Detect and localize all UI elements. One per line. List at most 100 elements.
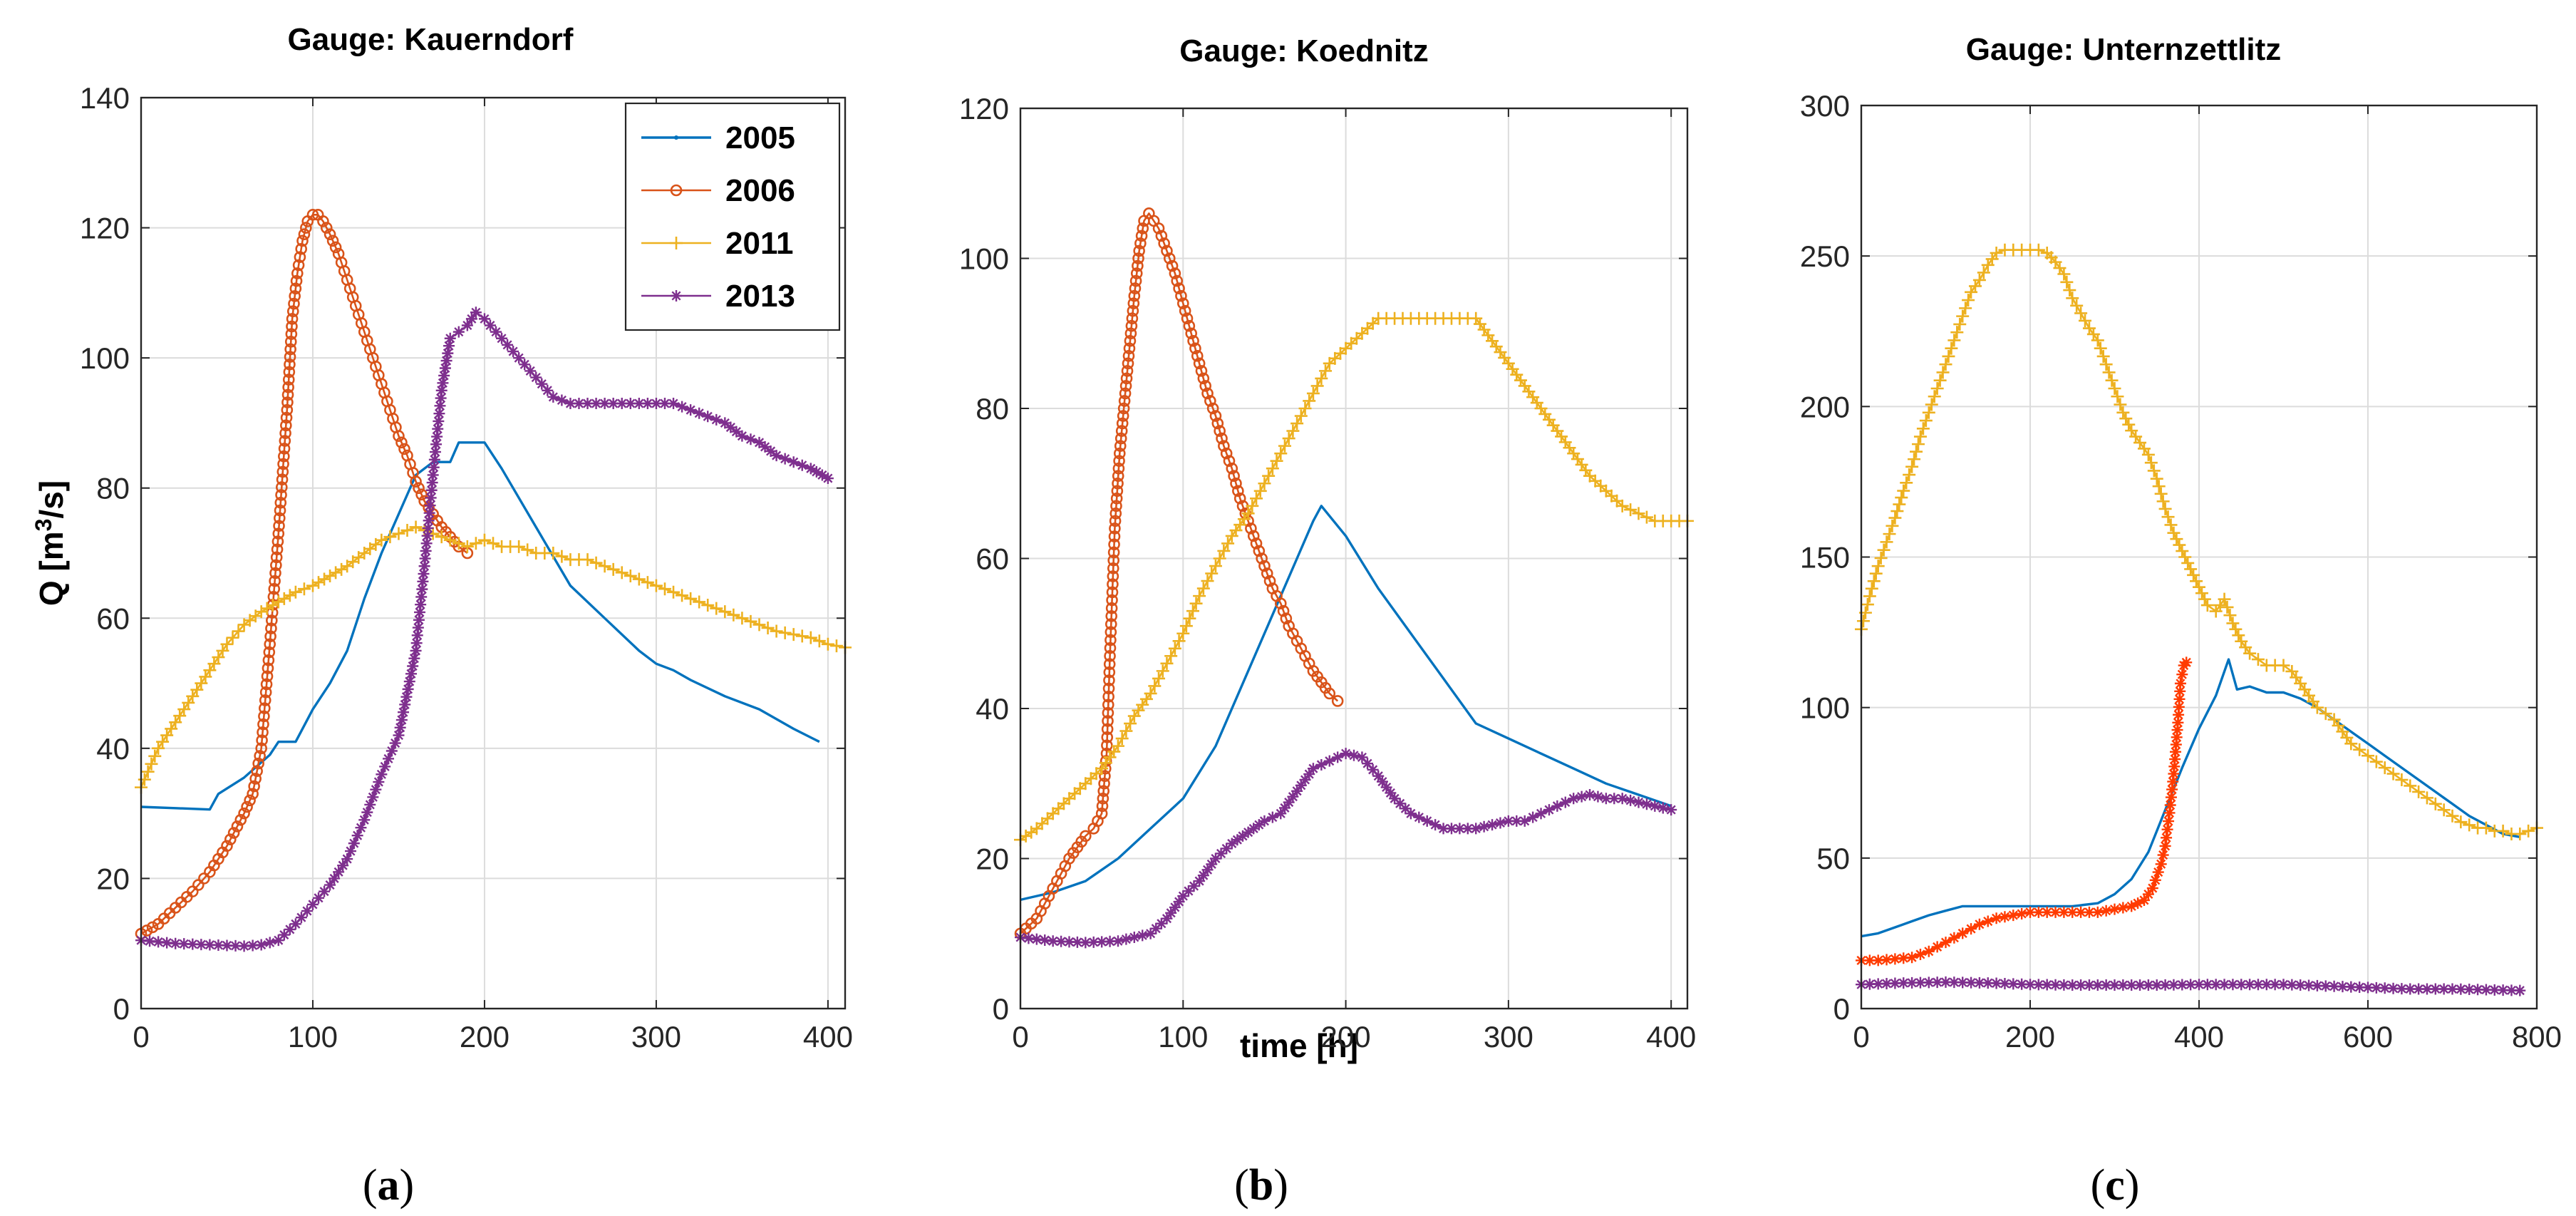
marker-2006: [257, 726, 269, 738]
marker-2013: [407, 660, 419, 672]
marker-2011: [1856, 614, 1870, 628]
marker-2011: [152, 741, 165, 755]
y-tick-label: 150: [1800, 541, 1850, 574]
marker-2006: [1114, 432, 1127, 445]
marker-2006: [1111, 485, 1124, 498]
marker-2006: [1206, 402, 1219, 415]
marker-2006: [1118, 395, 1131, 407]
marker-2006: [2032, 906, 2044, 918]
y-tick-label: 20: [96, 862, 130, 895]
marker-2013: [2379, 982, 2391, 994]
marker-2006: [410, 475, 422, 488]
legend-entry-2006: 2006: [641, 173, 795, 208]
marker-2006: [1204, 395, 1216, 407]
marker-2013: [1177, 890, 1189, 902]
marker-2006: [1226, 462, 1238, 475]
marker-2013: [1535, 808, 1547, 820]
marker-2013: [547, 391, 559, 403]
marker-2006: [277, 458, 289, 470]
marker-2013: [1128, 932, 1140, 944]
marker-2006: [278, 443, 291, 455]
marker-2006: [1107, 570, 1119, 582]
marker-2013: [418, 560, 430, 572]
marker-2006: [244, 794, 256, 807]
marker-2006: [291, 267, 304, 279]
marker-2013: [204, 939, 216, 951]
marker-2006: [1965, 923, 1977, 935]
marker-2011: [1310, 379, 1324, 393]
marker-2011: [710, 602, 723, 615]
marker-2013: [2252, 979, 2264, 991]
marker-2006: [1116, 417, 1129, 430]
marker-2006: [1102, 706, 1114, 719]
marker-2006: [1104, 650, 1116, 662]
marker-2011: [1196, 582, 1210, 595]
panel-c-caption: (c): [2091, 1161, 2140, 1210]
marker-2011: [1959, 302, 1972, 315]
panel-b-title: Gauge: Koednitz: [1179, 34, 1429, 68]
marker-2006: [1124, 334, 1137, 347]
marker-2011: [718, 605, 732, 619]
marker-2006: [284, 343, 296, 356]
marker-2013: [2429, 983, 2441, 995]
marker-2006: [1109, 515, 1122, 527]
marker-2013: [170, 937, 182, 949]
marker-2011: [460, 540, 474, 553]
marker-2013: [822, 473, 834, 485]
marker-2013: [1080, 937, 1092, 949]
marker-2011: [821, 637, 834, 651]
marker-2006: [2024, 906, 2036, 918]
marker-2013: [607, 398, 619, 410]
marker-2006: [279, 427, 291, 439]
marker-2013: [161, 937, 173, 949]
marker-2006: [1114, 440, 1127, 452]
marker-2011: [1640, 510, 1653, 524]
marker-2006: [2167, 776, 2179, 788]
marker-2006: [1107, 546, 1120, 559]
marker-2013: [1161, 912, 1173, 924]
marker-2011: [1945, 341, 1958, 355]
marker-2006: [280, 419, 292, 432]
marker-2006: [285, 328, 298, 340]
marker-2013: [1231, 834, 1243, 846]
marker-2006: [2007, 910, 2019, 922]
marker-2013: [1362, 758, 1374, 770]
marker-2013: [410, 644, 422, 656]
marker-2013: [2480, 984, 2492, 996]
marker-2006: [1097, 785, 1110, 798]
marker-2006: [265, 622, 277, 634]
marker-2013: [1478, 820, 1490, 833]
marker-2013: [416, 583, 428, 595]
marker-2006: [257, 718, 269, 731]
marker-2006: [252, 757, 264, 770]
marker-2013: [247, 939, 259, 952]
marker-2013: [1287, 790, 1299, 803]
marker-2013: [1104, 935, 1116, 947]
legend-entry-2005: 2005: [641, 120, 795, 155]
marker-2006: [1201, 387, 1214, 400]
marker-2013: [195, 939, 207, 951]
marker-2006: [192, 879, 205, 891]
marker-2011: [2226, 617, 2240, 630]
marker-2006: [2174, 685, 2186, 697]
marker-2006: [1109, 522, 1121, 535]
marker-2011: [676, 589, 689, 602]
marker-2006: [295, 242, 308, 255]
marker-2006: [1898, 952, 1910, 964]
marker-2013: [564, 398, 576, 410]
marker-2013: [383, 753, 395, 765]
marker-2013: [1394, 798, 1406, 810]
marker-2011: [2479, 821, 2493, 835]
marker-2013: [2134, 979, 2146, 991]
marker-2011: [2141, 448, 2155, 461]
marker-2011: [632, 572, 646, 586]
marker-2011: [649, 579, 663, 592]
marker-2006: [1214, 425, 1226, 437]
marker-2011: [1877, 543, 1890, 557]
marker-2011: [1865, 582, 1878, 595]
marker-2006: [1109, 507, 1122, 520]
series-line-2011: [1020, 317, 1687, 841]
marker-2011: [770, 624, 783, 638]
marker-2011: [1956, 309, 1970, 323]
marker-2013: [641, 398, 653, 410]
